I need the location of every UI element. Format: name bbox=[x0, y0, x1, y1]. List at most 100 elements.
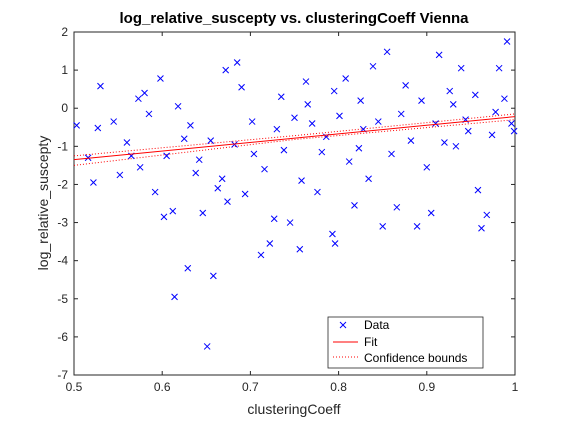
legend-data-marker bbox=[339, 321, 347, 329]
data-point-stroke bbox=[365, 175, 372, 183]
data-point-stroke bbox=[488, 131, 496, 139]
data-point bbox=[357, 97, 365, 104]
data-point bbox=[492, 108, 499, 116]
data-point bbox=[160, 213, 168, 221]
data-point bbox=[210, 272, 217, 280]
legend-label-fit: Fit bbox=[364, 335, 378, 349]
data-point-stroke bbox=[187, 122, 194, 129]
data-point-stroke bbox=[510, 127, 518, 135]
data-point bbox=[342, 75, 350, 82]
data-point-stroke bbox=[457, 64, 465, 72]
data-point-stroke bbox=[449, 101, 457, 108]
data-point bbox=[192, 169, 200, 177]
data-point-stroke bbox=[369, 62, 377, 70]
data-point bbox=[397, 110, 405, 118]
data-point bbox=[308, 120, 316, 127]
data-point-stroke bbox=[331, 240, 339, 247]
data-point-stroke bbox=[471, 91, 479, 99]
data-point-stroke bbox=[160, 213, 168, 221]
data-point-stroke bbox=[210, 272, 217, 280]
legend-label-bounds: Confidence bounds bbox=[364, 351, 467, 365]
data-point-stroke bbox=[374, 118, 382, 125]
data-point-stroke bbox=[248, 118, 256, 125]
data-point-stroke bbox=[355, 144, 363, 152]
data-point-stroke bbox=[357, 97, 365, 104]
data-point bbox=[374, 118, 382, 125]
data-point-stroke bbox=[266, 240, 274, 247]
data-point-stroke bbox=[224, 198, 231, 205]
data-point-stroke bbox=[203, 343, 211, 350]
data-point-stroke bbox=[157, 75, 164, 82]
x-axis-label: clusteringCoeff bbox=[247, 401, 340, 417]
x-axis-ticks: 0.5 0.6 0.7 0.8 0.9 1 bbox=[66, 32, 519, 394]
data-point-stroke bbox=[452, 142, 460, 150]
data-point bbox=[298, 177, 305, 184]
y-tick-label: -7 bbox=[57, 368, 68, 382]
data-point bbox=[214, 184, 222, 192]
y-axis-label: log_relative_suscepty bbox=[35, 136, 51, 271]
data-point-stroke bbox=[296, 245, 304, 253]
data-point bbox=[233, 59, 241, 66]
data-point bbox=[457, 64, 465, 72]
data-point-stroke bbox=[116, 171, 124, 179]
x-tick-label: 1 bbox=[512, 380, 519, 394]
y-axis-ticks: -7 -6 -5 -4 -3 -2 -1 0 1 2 bbox=[57, 25, 515, 382]
data-point bbox=[184, 264, 192, 272]
data-point bbox=[452, 142, 460, 150]
data-point bbox=[171, 293, 178, 301]
data-point-stroke bbox=[342, 75, 350, 82]
data-point bbox=[145, 110, 153, 118]
confidence-bound-upper bbox=[73, 113, 516, 157]
data-point bbox=[464, 127, 472, 135]
data-point bbox=[423, 163, 431, 171]
data-point bbox=[163, 152, 170, 160]
data-point bbox=[222, 66, 230, 74]
data-point bbox=[330, 87, 338, 95]
x-tick-label: 0.6 bbox=[154, 380, 171, 394]
fit-line-path bbox=[73, 116, 516, 161]
data-point-stroke bbox=[218, 175, 226, 183]
data-point-stroke bbox=[94, 124, 102, 132]
data-point bbox=[261, 165, 268, 173]
data-points bbox=[73, 38, 518, 350]
data-point-stroke bbox=[222, 66, 230, 74]
data-point-stroke bbox=[110, 118, 118, 125]
data-point-stroke bbox=[345, 158, 353, 165]
data-point-stroke bbox=[195, 156, 203, 164]
y-tick-label: -4 bbox=[57, 254, 68, 268]
x-tick-label: 0.7 bbox=[242, 380, 259, 394]
data-point-stroke bbox=[336, 112, 343, 120]
data-point bbox=[199, 209, 207, 217]
data-point-stroke bbox=[270, 215, 278, 223]
data-point bbox=[302, 78, 310, 85]
data-point bbox=[291, 114, 298, 122]
data-point bbox=[187, 122, 194, 129]
data-point bbox=[110, 118, 118, 125]
data-point bbox=[329, 230, 336, 238]
data-point-stroke bbox=[169, 207, 177, 215]
y-tick-label: -2 bbox=[57, 177, 68, 191]
y-tick-label: 2 bbox=[61, 25, 68, 39]
data-point-stroke bbox=[503, 38, 511, 45]
data-point bbox=[296, 245, 304, 253]
data-point bbox=[379, 223, 387, 230]
data-point bbox=[435, 51, 443, 59]
data-point bbox=[355, 144, 363, 152]
data-point bbox=[73, 122, 80, 129]
data-point-stroke bbox=[397, 110, 405, 118]
data-point-stroke bbox=[388, 150, 395, 158]
data-point-stroke bbox=[184, 264, 192, 272]
data-point-stroke bbox=[261, 165, 268, 173]
data-point-stroke bbox=[84, 154, 92, 162]
data-point bbox=[270, 215, 278, 223]
data-point-stroke bbox=[314, 188, 321, 196]
data-point-stroke bbox=[233, 59, 241, 66]
legend-label-data: Data bbox=[364, 318, 390, 332]
y-tick-label: 1 bbox=[61, 63, 68, 77]
data-point bbox=[90, 179, 97, 186]
data-point bbox=[369, 62, 377, 70]
data-point-stroke bbox=[151, 188, 159, 196]
legend: Data Fit Confidence bounds bbox=[327, 316, 484, 369]
data-point bbox=[351, 202, 358, 209]
